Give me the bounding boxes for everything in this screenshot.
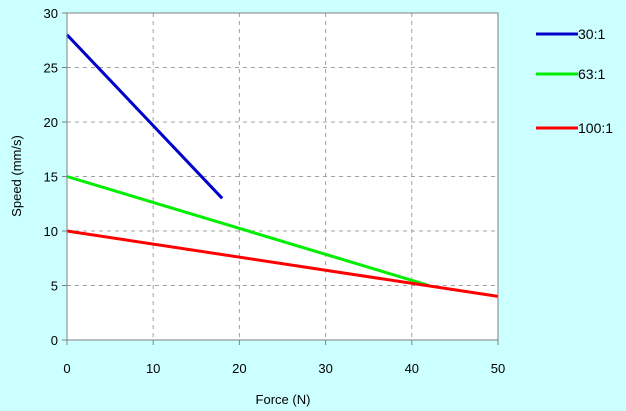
legend-label-1: 30:1: [578, 26, 605, 42]
y-tick-label: 20: [44, 115, 58, 130]
x-tick-label: 0: [63, 361, 70, 376]
x-tick-label: 50: [491, 361, 505, 376]
y-tick-label: 0: [51, 333, 58, 348]
x-axis-title: Force (N): [256, 392, 311, 407]
y-tick-label: 10: [44, 224, 58, 239]
y-tick-label: 30: [44, 6, 58, 21]
legend-label-3: 100:1: [578, 120, 613, 136]
series-layer: [65, 33, 499, 298]
series-line-1: [65, 33, 224, 200]
x-tick-label: 40: [405, 361, 419, 376]
y-tick-label: 15: [44, 170, 58, 185]
legend-label-2: 63:1: [578, 66, 605, 82]
grid: [67, 13, 498, 340]
y-tick-labels: 0 5 10 15 20 25 30: [44, 6, 67, 348]
x-tick-label: 20: [232, 361, 246, 376]
y-axis-title: Speed (mm/s): [9, 135, 24, 217]
x-tick-label: 30: [318, 361, 332, 376]
y-tick-label: 5: [51, 279, 58, 294]
legend: 30:1 63:1 100:1: [536, 26, 613, 136]
series-line-3: [66, 229, 499, 298]
x-tick-labels: 0 10 20 30 40 50: [63, 340, 505, 376]
x-tick-label: 10: [146, 361, 160, 376]
y-tick-label: 25: [44, 61, 58, 76]
series-line-2: [66, 175, 430, 287]
